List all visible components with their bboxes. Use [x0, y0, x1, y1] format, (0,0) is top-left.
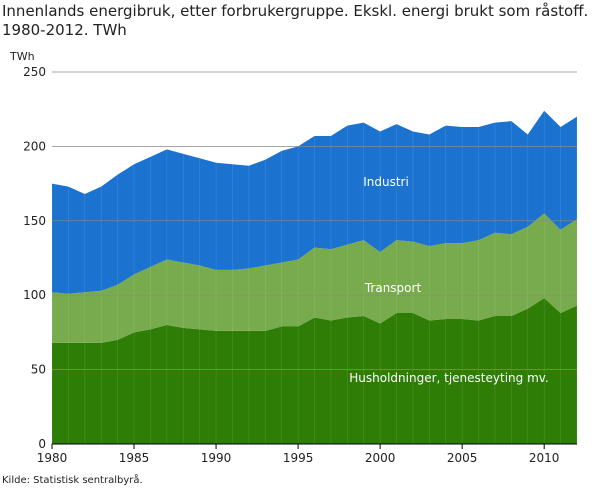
x-tick-label: 1995 [283, 451, 314, 465]
y-axis-label: TWh [9, 50, 35, 63]
chart-title: Innenlands energibruk, etter forbrukergr… [2, 2, 593, 39]
y-tick-label: 150 [23, 214, 46, 228]
y-tick-label: 50 [31, 363, 46, 377]
y-tick-label: 250 [23, 65, 46, 79]
y-tick-label: 100 [23, 288, 46, 302]
x-tick-label: 2010 [529, 451, 560, 465]
x-tick-label: 1980 [37, 451, 68, 465]
chart-title-line: 1980-2012. TWh [2, 21, 127, 39]
y-tick-label: 0 [38, 437, 46, 451]
y-tick-label: 200 [23, 139, 46, 153]
x-tick-label: 2000 [365, 451, 396, 465]
x-tick-label: 1990 [201, 451, 232, 465]
series-label: Industri [363, 175, 409, 189]
chart-title-line: Innenlands energibruk, etter forbrukergr… [2, 2, 588, 20]
area [52, 213, 577, 343]
x-tick-label: 1985 [119, 451, 150, 465]
series-label: Transport [364, 281, 422, 295]
source: Kilde: Statistisk sentralbyrå. [2, 473, 143, 486]
area [52, 110, 577, 294]
area [52, 298, 577, 444]
series-label: Husholdninger, tjenesteyting mv. [349, 371, 549, 385]
x-tick-label: 2005 [447, 451, 478, 465]
